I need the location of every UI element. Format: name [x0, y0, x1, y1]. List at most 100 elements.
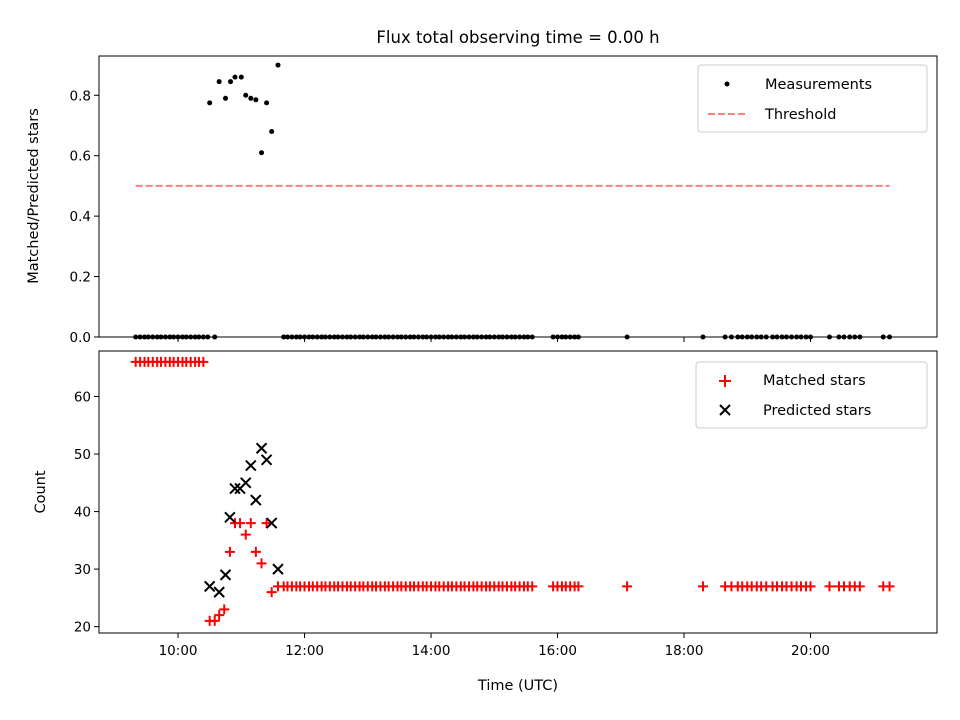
measurements-point — [487, 334, 493, 340]
measurements-point — [449, 334, 455, 340]
measurements-point — [517, 334, 523, 340]
predicted-stars-marker — [203, 580, 216, 593]
measurements-point — [470, 334, 476, 340]
measurements-point — [462, 334, 468, 340]
matched-stars-marker — [219, 604, 230, 615]
top-panel: 0.00.20.40.60.8 Matched/Predicted stars … — [26, 55, 938, 346]
measurements-point — [504, 334, 510, 340]
measurements-point — [512, 334, 518, 340]
measurements-point — [826, 334, 832, 340]
measurements-point — [175, 334, 181, 340]
measurements-point — [758, 334, 764, 340]
measurements-point — [145, 334, 151, 340]
measurements-point — [188, 334, 194, 340]
measurements-point — [458, 334, 464, 340]
predicted-stars-marker — [260, 454, 273, 466]
bottom-y-axis-label: Count — [33, 470, 49, 513]
measurements-point — [310, 334, 316, 340]
measurements-point — [403, 334, 409, 340]
measurements-point — [880, 334, 886, 340]
predicted-stars-marker — [213, 586, 225, 598]
measurements-point — [887, 334, 893, 340]
matched-stars-marker — [256, 558, 267, 569]
measurements-point — [302, 334, 308, 340]
measurements-point — [783, 334, 789, 340]
measurements-point — [133, 334, 139, 340]
predicted-stars-marker — [229, 482, 241, 495]
x-tick-label: 18:00 — [665, 643, 704, 659]
measurements-point — [243, 92, 249, 98]
measurements-point — [428, 334, 434, 340]
measurements-point — [841, 334, 847, 340]
legend-predicted-marker — [719, 404, 731, 416]
y-tick-label: 0.8 — [70, 88, 91, 104]
matched-stars-marker — [250, 546, 261, 557]
x-tick-label: 12:00 — [285, 643, 324, 659]
x-tick-label: 20:00 — [791, 643, 830, 659]
measurements-point — [754, 334, 760, 340]
measurements-point — [739, 334, 745, 340]
measurements-point — [803, 334, 809, 340]
predicted-stars-marker — [240, 477, 252, 489]
measurements-point — [857, 334, 863, 340]
measurements-point — [432, 334, 438, 340]
measurements-point — [508, 334, 514, 340]
matched-stars-marker — [235, 518, 246, 529]
measurements-point — [779, 334, 785, 340]
measurements-point — [253, 97, 259, 103]
measurements-point — [200, 334, 206, 340]
measurements-point — [420, 334, 426, 340]
measurements-point — [228, 79, 234, 85]
matched-stars-marker — [224, 546, 235, 557]
measurements-point — [722, 334, 728, 340]
y-tick-label: 30 — [74, 562, 91, 578]
measurements-point — [735, 334, 741, 340]
x-tick-label: 14:00 — [412, 643, 451, 659]
matched-stars-marker — [240, 529, 251, 540]
measurements-point — [179, 334, 185, 340]
top-data-marks — [133, 62, 893, 340]
y-tick-label: 0.6 — [70, 149, 91, 165]
matched-stars-marker — [884, 581, 895, 592]
measurements-point — [264, 100, 270, 106]
measurements-point — [150, 334, 156, 340]
measurements-point — [441, 334, 447, 340]
x-tick-label: 10:00 — [159, 643, 198, 659]
measurements-point — [386, 334, 392, 340]
matched-stars-marker — [266, 587, 277, 598]
measurements-point — [335, 334, 341, 340]
measurements-point — [275, 62, 281, 68]
legend-matched-label: Matched stars — [763, 373, 866, 389]
measurements-point — [205, 334, 211, 340]
measurements-point — [365, 334, 371, 340]
measurements-point — [373, 334, 379, 340]
predicted-stars-marker — [219, 569, 232, 581]
measurements-point — [331, 334, 337, 340]
measurements-point — [238, 74, 244, 80]
measurements-point — [207, 100, 213, 106]
measurements-point — [529, 334, 535, 340]
measurements-point — [171, 334, 177, 340]
measurements-point — [624, 334, 630, 340]
measurements-point — [398, 334, 404, 340]
measurements-point — [521, 334, 527, 340]
matched-stars-marker — [622, 581, 633, 592]
measurements-point — [232, 74, 238, 80]
measurements-point — [216, 79, 222, 85]
measurements-point — [500, 334, 506, 340]
measurements-point — [306, 334, 312, 340]
measurements-point — [836, 334, 842, 340]
legend-measurements-marker — [724, 81, 730, 87]
measurements-point — [360, 334, 366, 340]
bottom-legend-box — [695, 361, 928, 429]
measurements-point — [700, 334, 706, 340]
measurements-point — [483, 334, 489, 340]
bottom-legend: Matched stars Predicted stars — [695, 361, 928, 429]
matched-stars-marker — [824, 581, 835, 592]
measurements-point — [744, 334, 750, 340]
y-tick-label: 40 — [74, 505, 91, 521]
measurements-point — [322, 334, 328, 340]
measurements-point — [728, 334, 734, 340]
measurements-point — [357, 334, 363, 340]
